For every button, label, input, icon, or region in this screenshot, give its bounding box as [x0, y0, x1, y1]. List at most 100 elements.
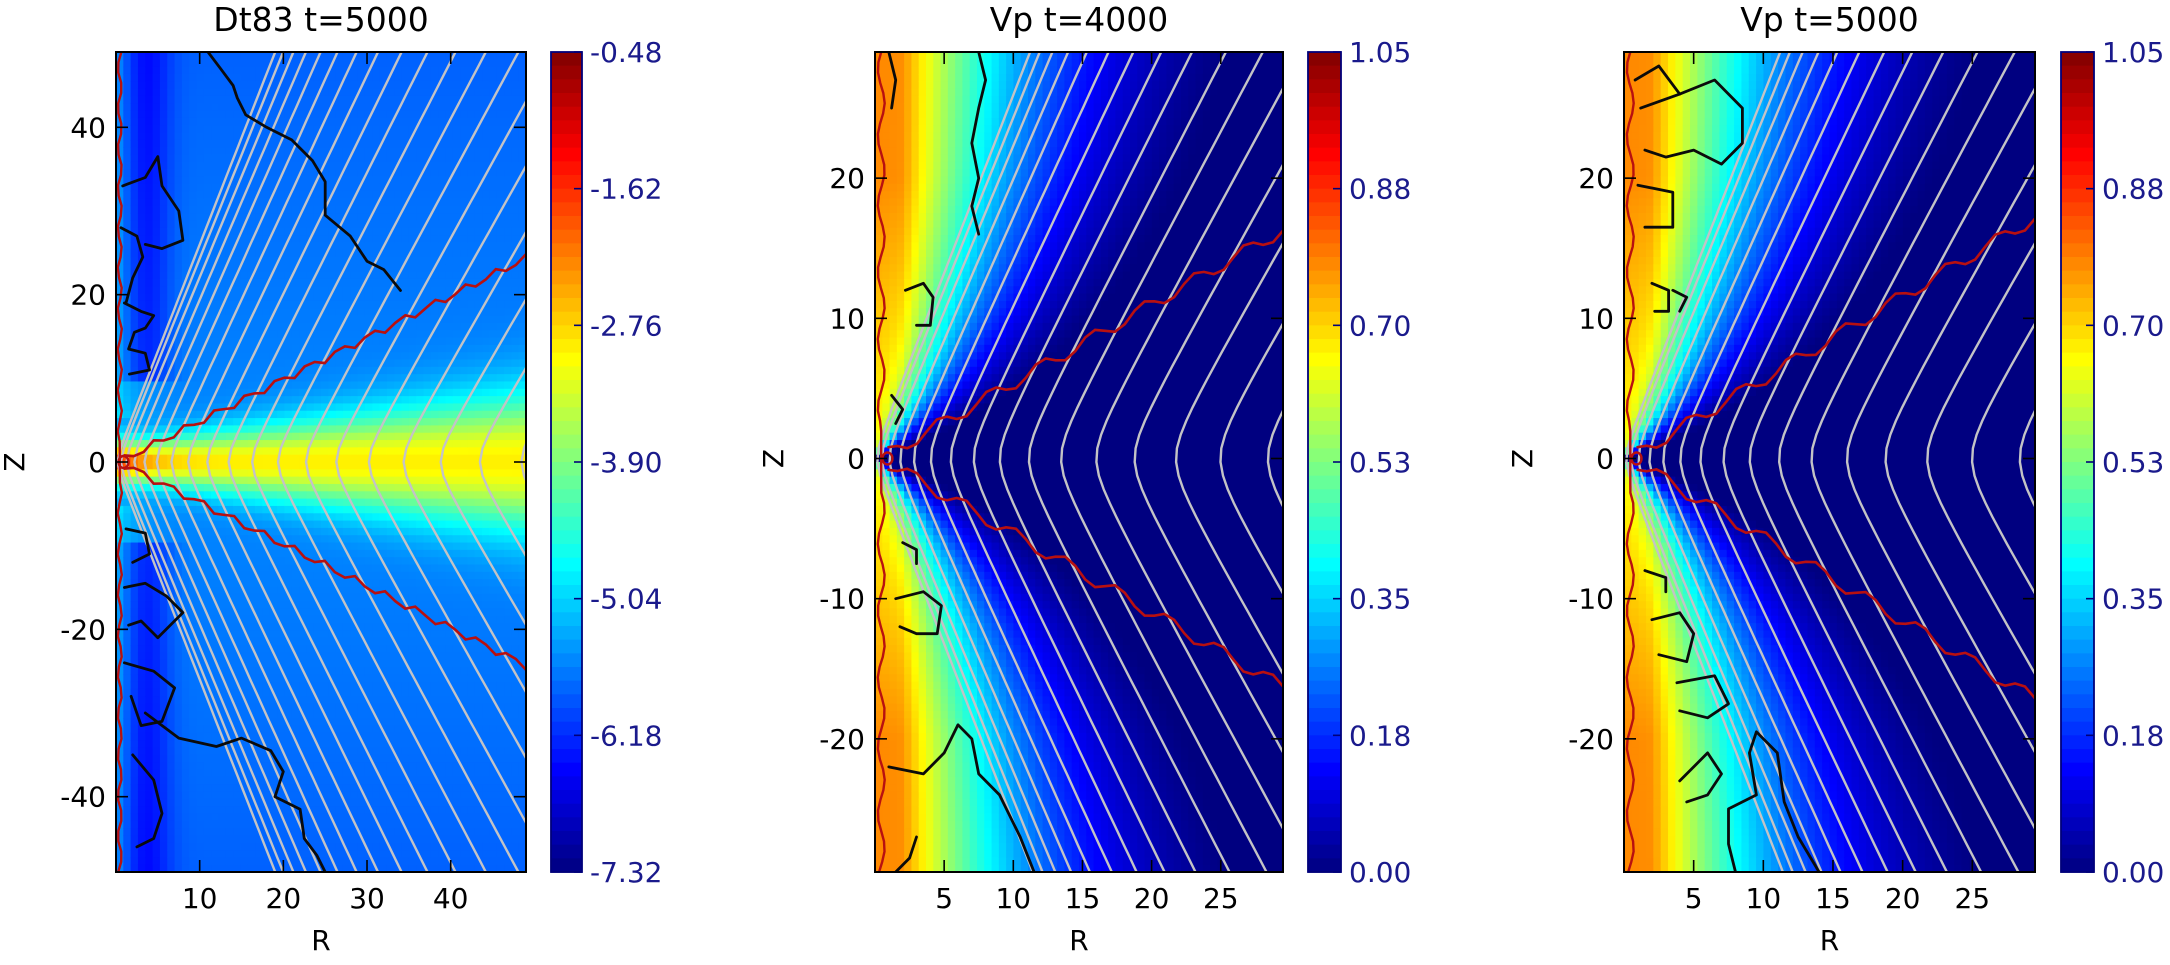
heatmap-cell [372, 59, 381, 68]
heatmap-cell [342, 235, 351, 244]
heatmap-cell [159, 73, 168, 82]
heatmap-cell [130, 513, 139, 522]
heatmap-cell [430, 784, 439, 793]
heatmap-cell [372, 344, 381, 353]
heatmap-cell [379, 440, 388, 449]
heatmap-cell [262, 850, 271, 859]
heatmap-cell [284, 813, 293, 822]
heatmap-cell [233, 293, 242, 302]
heatmap-cell [189, 52, 198, 61]
heatmap-cell [211, 593, 220, 602]
heatmap-cell [159, 52, 168, 61]
heatmap-cell [277, 169, 286, 178]
heatmap-cell [218, 257, 227, 266]
heatmap-cell [152, 483, 161, 492]
heatmap-cell [174, 81, 183, 90]
heatmap-cell [123, 549, 132, 558]
heatmap-cell [430, 198, 439, 207]
heatmap-cell [401, 359, 410, 368]
heatmap-cell [277, 154, 286, 163]
heatmap-cell [203, 337, 212, 346]
heatmap-cell [130, 593, 139, 602]
heatmap-cell [379, 213, 388, 222]
heatmap-cell [386, 315, 395, 324]
heatmap-cell [203, 850, 212, 859]
heatmap-cell [335, 183, 344, 192]
heatmap-cell [408, 308, 417, 317]
heatmap-cell [247, 835, 256, 844]
heatmap-cell [350, 440, 359, 449]
heatmap-cell [438, 227, 447, 236]
heatmap-cell [262, 696, 271, 705]
heatmap-cell [394, 132, 403, 141]
heatmap-cell [152, 674, 161, 683]
heatmap-cell [372, 703, 381, 712]
heatmap-cell [145, 88, 154, 97]
heatmap-cell [342, 447, 351, 456]
heatmap-cell [225, 52, 234, 61]
heatmap-cell [116, 710, 125, 719]
heatmap-cell [145, 740, 154, 749]
heatmap-cell [438, 271, 447, 280]
heatmap-cell [416, 52, 425, 61]
heatmap-cell [306, 857, 315, 866]
heatmap-cell [211, 227, 220, 236]
heatmap-cell [291, 191, 300, 200]
heatmap-cell [167, 125, 176, 134]
heatmap-cell [240, 447, 249, 456]
heatmap-cell [350, 579, 359, 588]
heatmap-cell [408, 235, 417, 244]
heatmap-cell [401, 235, 410, 244]
heatmap-cell [174, 66, 183, 75]
heatmap-cell [137, 645, 146, 654]
heatmap-cell [372, 776, 381, 785]
heatmap-cell [269, 381, 278, 390]
heatmap-cell [299, 857, 308, 866]
heatmap-cell [233, 718, 242, 727]
heatmap-cell [372, 718, 381, 727]
heatmap-cell [386, 857, 395, 866]
heatmap-cell [401, 806, 410, 815]
heatmap-cell [372, 476, 381, 485]
heatmap-cell [233, 784, 242, 793]
heatmap-cell [328, 374, 337, 383]
heatmap-cell [167, 286, 176, 295]
heatmap-cell [225, 242, 234, 251]
heatmap-cell [284, 593, 293, 602]
heatmap-cell [364, 725, 373, 734]
heatmap-cell [342, 557, 351, 566]
heatmap-cell [350, 286, 359, 295]
heatmap-cell [299, 403, 308, 412]
heatmap-cell [313, 110, 322, 119]
heatmap-cell [401, 667, 410, 676]
heatmap-cell [225, 110, 234, 119]
heatmap-cell [255, 176, 264, 185]
heatmap-cell [313, 586, 322, 595]
heatmap-cell [145, 191, 154, 200]
heatmap-cell [423, 483, 432, 492]
heatmap-cell [321, 337, 330, 346]
heatmap-cell [357, 117, 366, 126]
heatmap-cell [328, 681, 337, 690]
heatmap-cell [247, 535, 256, 544]
heatmap-cell [394, 681, 403, 690]
heatmap-cell [321, 535, 330, 544]
heatmap-cell [123, 257, 132, 266]
heatmap-cell [277, 491, 286, 500]
heatmap-cell [189, 740, 198, 749]
heatmap-cell [342, 696, 351, 705]
heatmap-cell [174, 103, 183, 112]
heatmap-cell [189, 681, 198, 690]
heatmap-cell [372, 161, 381, 170]
heatmap-cell [240, 183, 249, 192]
heatmap-cell [321, 308, 330, 317]
heatmap-cell [152, 696, 161, 705]
heatmap-cell [159, 732, 168, 741]
heatmap-cell [130, 688, 139, 697]
heatmap-cell [306, 754, 315, 763]
heatmap-cell [408, 169, 417, 178]
heatmap-cell [137, 73, 146, 82]
heatmap-cell [218, 227, 227, 236]
heatmap-cell [408, 418, 417, 427]
heatmap-cell [299, 235, 308, 244]
